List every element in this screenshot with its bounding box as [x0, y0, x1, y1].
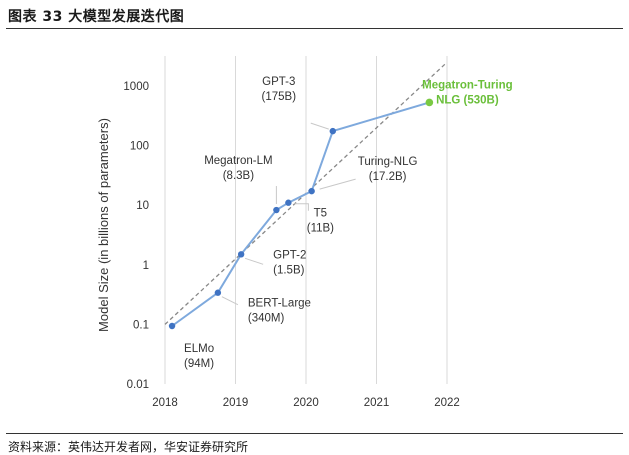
- data-label-4-line-1: (11B): [307, 223, 334, 235]
- leader-2: [244, 257, 264, 265]
- y-tick-0.1: 0.1: [133, 319, 149, 331]
- leader-1: [221, 296, 239, 306]
- annotation-leaders: [221, 122, 356, 306]
- top-rule: [6, 28, 623, 29]
- data-label-6-line-1: (175B): [262, 91, 297, 103]
- x-tick-2018: 2018: [152, 397, 178, 409]
- y-tick-0.01: 0.01: [127, 379, 149, 391]
- x-tick-labels: 2018 2019 2020 2021 2022: [152, 397, 460, 409]
- figure-title: 图表 33 大模型发展迭代图: [8, 9, 185, 25]
- data-label-3-line-1: (8.3B): [223, 170, 254, 182]
- point-4: [285, 199, 292, 206]
- data-label-7: Megatron-Turing NLG (530B): [422, 79, 513, 106]
- data-label-1-line-0: BERT-Large: [248, 298, 311, 310]
- x-tick-2019: 2019: [223, 397, 249, 409]
- y-tick-1: 1: [143, 260, 149, 272]
- series-line: [171, 101, 430, 327]
- y-tick-100: 100: [130, 141, 149, 153]
- data-label-1-line-1: (340M): [248, 313, 285, 325]
- y-tick-10: 10: [136, 200, 149, 212]
- data-points: [168, 98, 434, 330]
- leader-6: [310, 122, 329, 130]
- bottom-rule: [6, 433, 623, 434]
- data-label-2-line-1: (1.5B): [273, 264, 304, 276]
- data-label-2: GPT-2 (1.5B): [273, 249, 306, 276]
- data-label-6-line-0: GPT-3: [262, 76, 295, 88]
- x-tick-2021: 2021: [364, 397, 390, 409]
- y-tick-labels: 0.01 0.1 1 10 100 1000: [123, 81, 149, 391]
- point-7: [425, 98, 434, 107]
- data-label-1: BERT-Large (340M): [248, 298, 311, 325]
- data-label-0: ELMo (94M): [184, 343, 214, 370]
- point-0: [168, 322, 176, 330]
- point-6: [329, 127, 336, 135]
- point-1: [214, 289, 222, 296]
- data-label-5-line-1: (17.2B): [369, 171, 407, 183]
- leader-5: [319, 178, 356, 190]
- data-label-7-line-1: NLG (530B): [436, 94, 499, 106]
- point-2: [237, 251, 245, 258]
- leader-4: [294, 203, 309, 211]
- data-label-4-line-0: T5: [314, 208, 327, 220]
- data-label-0-line-0: ELMo: [184, 343, 214, 355]
- data-label-5: Turing-NLG (17.2B): [358, 156, 418, 183]
- point-3: [273, 206, 280, 214]
- x-tick-2022: 2022: [434, 397, 460, 409]
- y-tick-1000: 1000: [123, 81, 149, 93]
- data-label-3: Megatron-LM (8.3B): [204, 155, 272, 182]
- data-label-6: GPT-3 (175B): [262, 76, 297, 103]
- data-label-5-line-0: Turing-NLG: [358, 156, 418, 168]
- data-label-2-line-0: GPT-2: [273, 249, 306, 261]
- series-polyline: [171, 101, 430, 327]
- source-note: 资料来源：英伟达开发者网，华安证券研究所: [8, 440, 249, 454]
- grid-lines: [164, 56, 448, 384]
- data-label-4: T5 (11B): [307, 208, 334, 235]
- data-labels: ELMo (94M) BERT-Large (340M) GPT-2 (1.5B) Mega…: [184, 76, 513, 370]
- data-label-0-line-1: (94M): [184, 358, 214, 370]
- point-5: [308, 187, 315, 195]
- x-tick-2020: 2020: [293, 397, 319, 409]
- y-axis-label: Model Size (in billions of parameters): [96, 118, 111, 332]
- data-label-7-line-0: Megatron-Turing: [422, 79, 513, 91]
- data-label-3-line-0: Megatron-LM: [204, 155, 272, 167]
